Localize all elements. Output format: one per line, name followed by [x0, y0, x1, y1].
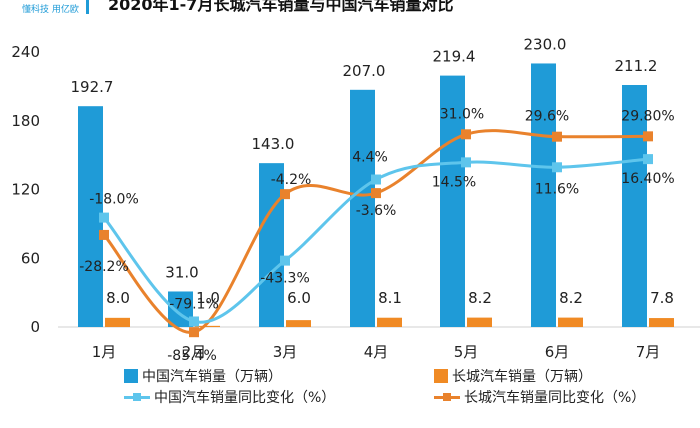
bar-china-sales: [78, 106, 103, 328]
y-tick-label: 120: [11, 181, 40, 199]
y-axis-ticks: 0 60 120 180 240: [11, 43, 40, 336]
x-tick-label: 3月: [273, 343, 298, 361]
bar-china-sales: [622, 85, 647, 327]
data-label-gw-sales: 8.2: [559, 289, 583, 307]
data-label-gw-yoy: -28.2%: [79, 259, 129, 275]
marker-gw-yoy: [552, 131, 562, 142]
y-tick-label: 180: [11, 112, 40, 130]
data-label-china-sales: 219.4: [433, 48, 476, 66]
x-axis-ticks: 1月 2月 3月 4月 5月 6月 7月: [92, 343, 661, 361]
marker-china-yoy: [461, 157, 471, 168]
x-tick-label: 5月: [454, 343, 479, 361]
data-label-china-sales: 207.0: [343, 62, 386, 80]
data-label-gw-yoy: 29.6%: [525, 109, 569, 125]
bar-china-sales: [350, 89, 375, 327]
data-label-gw-yoy: -4.2%: [271, 172, 312, 188]
marker-gw-yoy: [99, 229, 109, 240]
data-label-china-yoy: -18.0%: [89, 192, 139, 208]
data-label-china-sales: 230.0: [524, 35, 567, 53]
data-label-china-yoy: -79.1%: [169, 296, 219, 312]
data-label-china-sales: 192.7: [71, 78, 114, 96]
marker-gw-yoy: [461, 129, 471, 140]
bar-china-sales: [440, 75, 465, 328]
marker-china-yoy: [552, 162, 562, 173]
data-label-china-sales: 143.0: [252, 135, 295, 153]
data-labels: 192.7 8.0 31.0 1.0 143.0 6.0 207.0 8.1 219.4 8.2 2…: [71, 35, 675, 364]
bar-gw-sales: [467, 317, 492, 327]
data-label-gw-sales: 8.1: [378, 289, 402, 307]
marker-china-yoy: [280, 255, 290, 266]
data-label-gw-sales: 6.0: [287, 289, 311, 307]
data-label-gw-yoy: -85.4%: [167, 348, 217, 364]
marker-china-yoy: [99, 212, 109, 223]
data-label-china-sales: 31.0: [165, 263, 198, 281]
header: 2020年1-7月长城汽车销量与中国汽车销量对比 懂科技 用亿欧: [0, 0, 700, 28]
bar-gw-sales: [558, 317, 583, 327]
x-tick-label: 6月: [545, 343, 570, 361]
chart-title: 2020年1-7月长城汽车销量与中国汽车销量对比: [108, 0, 454, 14]
data-label-china-yoy: 16.40%: [621, 171, 674, 187]
x-tick-label: 2月: [182, 343, 207, 361]
data-label-gw-sales: 8.2: [468, 289, 492, 307]
marker-gw-yoy: [371, 188, 381, 199]
bar-gw-sales: [649, 318, 674, 327]
marker-china-yoy: [189, 316, 199, 327]
y-tick-label: 60: [21, 249, 40, 267]
bar-gw-sales: [195, 325, 220, 327]
data-label-china-yoy: 11.6%: [535, 181, 579, 197]
y-tick-label: 0: [30, 318, 40, 336]
data-label-gw-sales: 1.0: [196, 289, 220, 307]
data-label-china-yoy: -43.3%: [260, 271, 310, 287]
logo-tagline: 懂科技 用亿欧: [22, 5, 79, 15]
x-tick-label: 7月: [636, 343, 661, 361]
data-label-gw-yoy: 29.80%: [621, 108, 674, 124]
marker-china-yoy: [643, 154, 653, 165]
lines: [99, 129, 653, 338]
bar-china-sales: [259, 163, 284, 327]
y-tick-label: 240: [11, 43, 40, 61]
marker-gw-yoy: [643, 131, 653, 142]
marker-gw-yoy: [280, 189, 290, 200]
bar-gw-sales: [377, 317, 402, 327]
data-label-gw-yoy: 31.0%: [440, 106, 484, 122]
x-tick-label: 1月: [92, 343, 117, 361]
data-label-gw-yoy: -3.6%: [356, 203, 397, 219]
bar-gw-sales: [286, 320, 311, 327]
bar-gw-sales: [105, 317, 130, 327]
data-label-china-yoy: 14.5%: [432, 174, 476, 190]
data-label-china-sales: 211.2: [615, 57, 658, 75]
data-label-gw-sales: 8.0: [106, 289, 130, 307]
marker-gw-yoy: [189, 327, 199, 338]
bar-china-sales: [531, 63, 556, 327]
marker-china-yoy: [371, 174, 381, 185]
x-tick-label: 4月: [364, 343, 389, 361]
data-label-china-yoy: 4.4%: [352, 150, 388, 166]
header-accent-bar: [86, 0, 89, 14]
data-label-gw-sales: 7.8: [650, 289, 674, 307]
